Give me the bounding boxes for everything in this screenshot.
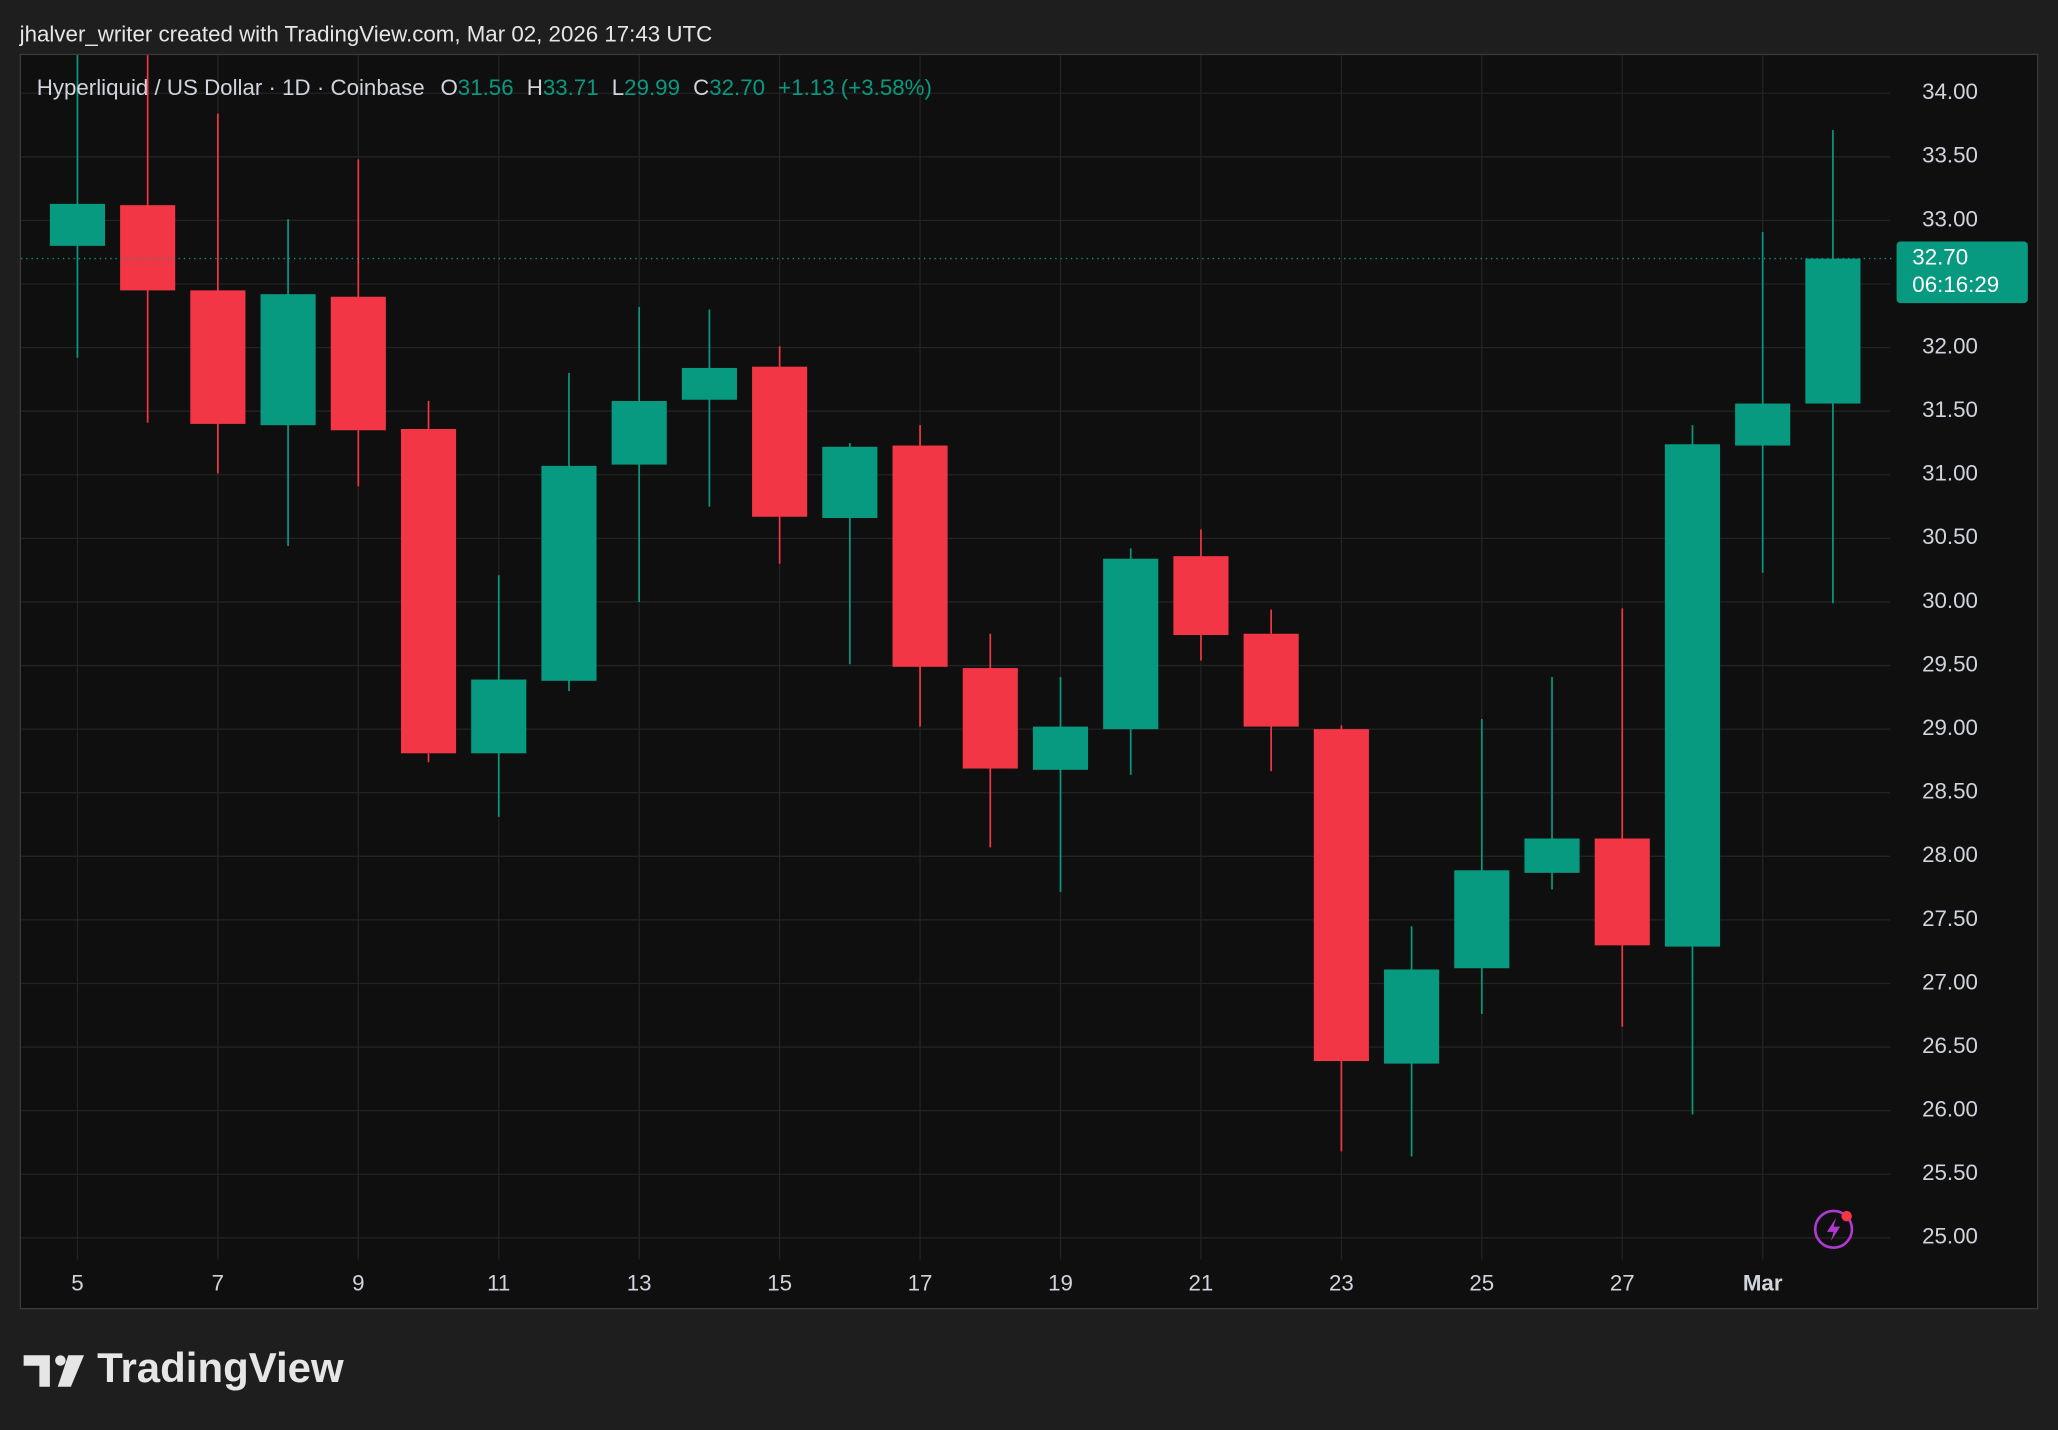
candle-body: [611, 401, 667, 465]
legend-key: H: [527, 75, 543, 100]
legend-key: C: [693, 75, 709, 100]
candle-body: [1735, 403, 1791, 446]
candle-body: [1173, 556, 1229, 636]
candle-body: [1103, 558, 1159, 730]
candle-body: [962, 668, 1018, 769]
legend-key: L: [612, 75, 624, 100]
brand-logo: [23, 1355, 84, 1387]
candle-body: [120, 205, 176, 291]
y-tick-label: 26.50: [1922, 1033, 1978, 1058]
grid: [21, 55, 1890, 1260]
x-tick-label: 23: [1329, 1270, 1354, 1295]
candles: [49, 55, 1861, 1157]
candle-body: [892, 445, 948, 667]
candle-body: [260, 294, 316, 426]
countdown-label: 06:16:29: [1912, 272, 1999, 297]
x-tick-label: 7: [212, 1270, 224, 1295]
candle-body: [1384, 969, 1440, 1064]
y-tick-label: 29.00: [1922, 715, 1978, 740]
candle-body: [1524, 838, 1580, 873]
x-tick-label: 21: [1189, 1270, 1214, 1295]
x-tick-label: 5: [71, 1270, 83, 1295]
candle-body: [1454, 870, 1510, 969]
x-tick-label: 17: [908, 1270, 933, 1295]
candle-body: [822, 446, 878, 519]
legend-symbol: Hyperliquid / US Dollar · 1D · Coinbase: [37, 75, 425, 100]
y-tick-label: 25.00: [1922, 1224, 1978, 1249]
y-tick-label: 30.50: [1922, 524, 1978, 549]
y-tick-label: 29.50: [1922, 651, 1978, 676]
candle-body: [49, 203, 105, 246]
candle-body: [400, 428, 457, 754]
chart-pane: [19, 53, 2039, 1310]
x-tick-label: 9: [352, 1270, 364, 1295]
candle-body: [541, 465, 597, 681]
y-tick-label: 28.00: [1922, 842, 1978, 867]
candle-body: [330, 296, 386, 431]
y-tick-label: 34.00: [1922, 79, 1978, 104]
legend-key: O: [440, 75, 457, 100]
candle-body: [1243, 633, 1299, 727]
x-tick-label: 13: [627, 1270, 652, 1295]
attribution: jhalver_writer created with TradingView.…: [19, 21, 713, 46]
candle-body: [190, 290, 246, 424]
last-price-label: 32.70: [1912, 244, 1968, 269]
legend-value: 31.56: [458, 75, 514, 100]
legend-change: +1.13 (+3.58%): [778, 75, 932, 100]
candle-body: [1594, 838, 1650, 946]
x-tick-label: 25: [1469, 1270, 1494, 1295]
candle-body: [471, 679, 527, 754]
y-tick-label: 28.50: [1922, 779, 1978, 804]
y-tick-label: 26.00: [1922, 1097, 1978, 1122]
candle-body: [1313, 729, 1369, 1062]
legend-value: 32.70: [709, 75, 765, 100]
candle-body: [1805, 258, 1861, 404]
candle-body: [752, 366, 808, 517]
y-tick-label: 27.50: [1922, 906, 1978, 931]
candle-body: [681, 367, 737, 400]
x-tick-label: 19: [1048, 1270, 1073, 1295]
legend-value: 29.99: [624, 75, 680, 100]
y-tick-label: 31.00: [1922, 461, 1978, 486]
legend-value: 33.71: [543, 75, 599, 100]
legend: Hyperliquid / US Dollar · 1D · Coinbase O…: [37, 75, 932, 100]
y-tick-label: 32.00: [1922, 333, 1978, 358]
candle-body: [1664, 444, 1721, 947]
y-tick-label: 33.00: [1922, 206, 1978, 231]
alert-icon: [1813, 1209, 1854, 1249]
brand: TradingView: [97, 1344, 344, 1391]
y-tick-label: 30.00: [1922, 588, 1978, 613]
y-tick-label: 27.00: [1922, 969, 1978, 994]
y-tick-label: 25.50: [1922, 1160, 1978, 1185]
x-tick-label: 15: [767, 1270, 792, 1295]
x-tick-label: Mar: [1743, 1270, 1783, 1295]
x-tick-label: 27: [1610, 1270, 1635, 1295]
candle-body: [1032, 726, 1089, 770]
last-price-box: [1896, 241, 2028, 304]
axes: 25.00 25.50 26.00 26.50 27.00 27.50 28.00 28.50…: [21, 79, 2028, 1295]
y-tick-label: 33.50: [1922, 143, 1978, 168]
x-tick-label: 11: [487, 1270, 510, 1295]
y-tick-label: 31.50: [1922, 397, 1978, 422]
